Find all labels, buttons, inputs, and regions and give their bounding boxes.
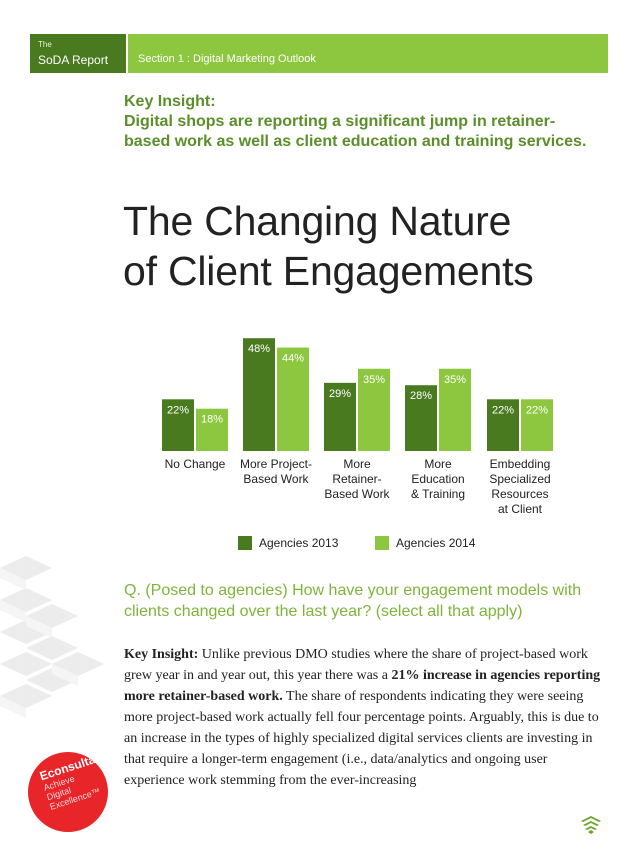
econsultancy-logo: Econsultancy Achieve Digital Excellence™ [28,752,108,832]
bar-2013-2 [243,338,275,451]
body-lead: Key Insight: [124,647,199,662]
key-insight-text: Digital shops are reporting a significan… [124,113,587,150]
bar-label-2013-4: 28% [410,390,432,402]
legend-label-2013: Agencies 2013 [259,536,339,550]
bar-label-2014-1: 18% [201,414,223,426]
bar-label-2014-3: 35% [363,374,385,386]
category-label-3-line-2: Retainer- [332,472,381,486]
bar-label-2014-2: 44% [282,353,304,365]
category-label-1-line-1: No Change [165,457,226,471]
bar-2014-3 [358,368,390,451]
bar-2013-3 [324,382,356,451]
header-report-block: The SoDA Report [30,34,126,73]
header-the-label: The [38,40,52,49]
category-label-2-line-2: Based Work [243,472,309,486]
econsultancy-logo-text: Econsultancy Achieve Digital Excellence™ [38,752,108,812]
bar-2014-2 [277,347,309,451]
bar-label-2013-2: 48% [248,343,270,355]
survey-question: Q. (Posed to agencies) How have your eng… [124,582,582,620]
bar-label-2014-5: 22% [526,404,548,416]
bar-2014-1 [196,408,228,451]
category-label-2-line-1: More Project- [240,457,312,471]
category-label-5-line-1: Embedding [490,457,551,471]
bar-2013-5 [487,399,519,451]
category-label-5-line-4: at Client [498,502,543,516]
bar-label-2013-3: 29% [329,388,351,400]
key-insight-heading: Key Insight: [124,93,216,110]
category-label-5-line-3: Resources [491,487,548,501]
bar-label-2013-5: 22% [492,404,514,416]
header-section-title: Section 1 : Digital Marketing Outlook [138,53,316,65]
body-text-1: Unlike previous DMO studies where the sh… [124,647,588,683]
bar-2014-4 [439,368,471,451]
category-label-4-line-1: More [424,457,452,471]
key-insight-summary: Key Insight: Digital shops are reporting… [124,92,594,152]
body-paragraph: Key Insight: Unlike previous DMO studies… [124,644,608,791]
legend-label-2014: Agencies 2014 [396,536,476,550]
decorative-cube-pattern [0,556,104,718]
page-title-line-2: of Client Engagements [123,248,534,294]
category-label-5-line-2: Specialized [489,472,550,486]
bar-2014-5 [521,399,553,451]
bar-2013-1 [162,399,194,451]
header-report-name: SoDA Report [38,53,109,67]
header-section-bar: Section 1 : Digital Marketing Outlook [126,34,608,73]
soda-footer-icon [581,816,601,834]
category-label-3-line-3: Based Work [324,487,390,501]
category-label-4-line-3: & Training [411,487,465,501]
page-title: The Changing Nature of Client Engagement… [123,196,623,296]
body-text-2: The share of respondents indicating they… [124,689,599,788]
legend-swatch-2014 [375,536,389,550]
body-highlight: 21% increase in agencies reporting more … [124,668,601,704]
category-label-4-line-2: Education [411,472,464,486]
bar-2013-4 [405,385,437,451]
legend-swatch-2013 [238,536,252,550]
page-title-line-1: The Changing Nature [123,198,512,244]
bar-label-2014-4: 35% [444,374,466,386]
category-label-3-line-1: More [343,457,371,471]
bar-label-2013-1: 22% [167,404,189,416]
